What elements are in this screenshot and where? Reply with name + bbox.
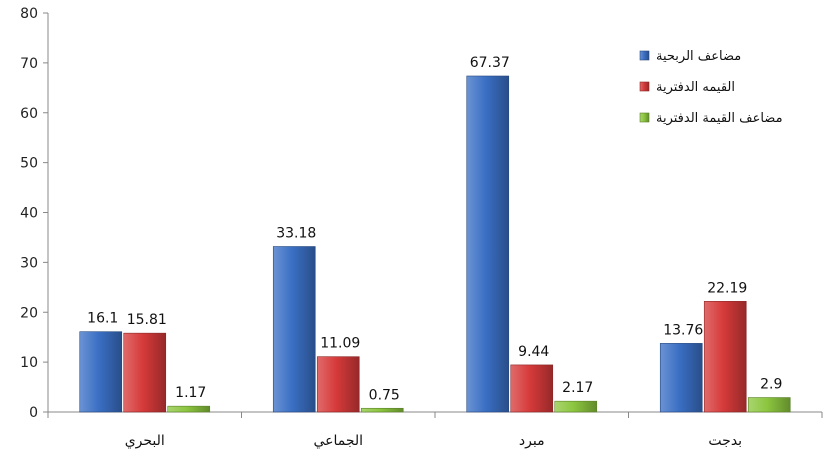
- y-tick-label: 10: [20, 355, 38, 371]
- y-tick-label: 50: [20, 156, 38, 172]
- bar-value-label: 13.76: [663, 322, 703, 338]
- y-tick-label: 0: [29, 405, 38, 421]
- legend: مضاعف الربحية القيمه الدفترية مضاعف القيمة…: [639, 49, 783, 126]
- bar: [466, 75, 510, 413]
- category-label: البحري: [125, 433, 165, 449]
- category-label: بدجت: [708, 433, 742, 449]
- y-tick-label: 80: [20, 6, 38, 22]
- bar-value-label: 0.75: [369, 387, 400, 403]
- category-label: الجماعي: [313, 433, 363, 449]
- legend-swatch: [639, 112, 650, 123]
- bar: [510, 364, 554, 413]
- bar-value-label: 11.09: [320, 336, 360, 352]
- bar: [272, 246, 316, 413]
- bar-value-label: 22.19: [707, 280, 747, 296]
- legend-label: مضاعف القيمة الدفترية: [656, 111, 783, 126]
- bar: [360, 407, 404, 413]
- bar-value-label: 33.18: [276, 226, 316, 242]
- legend-label: مضاعف الربحية: [656, 49, 741, 64]
- data-labels: 16.1 15.81 1.17 33.18 11.09 0.75 67.37 9.44 2.17…: [87, 55, 782, 403]
- y-tick-label: 60: [20, 106, 38, 122]
- y-tick-label: 70: [20, 56, 38, 72]
- bars: [79, 75, 791, 413]
- bar: [79, 331, 123, 413]
- bar: [659, 343, 703, 413]
- bar-value-label: 2.17: [562, 380, 593, 396]
- bar: [316, 356, 360, 413]
- legend-label: القيمه الدفترية: [656, 80, 735, 95]
- bar-value-label: 2.9: [760, 377, 782, 393]
- legend-swatch: [639, 50, 650, 61]
- bar-value-label: 9.44: [518, 344, 549, 360]
- y-tick-label: 30: [20, 255, 38, 271]
- category-label: مبرد: [519, 433, 545, 449]
- y-tick-label: 20: [20, 305, 38, 321]
- bar-value-label: 67.37: [470, 55, 510, 71]
- bar-value-label: 15.81: [127, 312, 167, 328]
- y-tick-label: 40: [20, 206, 38, 222]
- bar: [703, 301, 747, 413]
- bar-value-label: 1.17: [175, 385, 206, 401]
- axes: 0 10 20 30 40 50 60 70 80 البحري الجماعي مبرد بدجت: [20, 6, 823, 449]
- bar: [554, 400, 598, 413]
- bar: [167, 405, 211, 413]
- bar: [123, 332, 167, 413]
- bar: [747, 397, 791, 413]
- bar-value-label: 16.1: [87, 311, 118, 327]
- legend-swatch: [639, 81, 650, 92]
